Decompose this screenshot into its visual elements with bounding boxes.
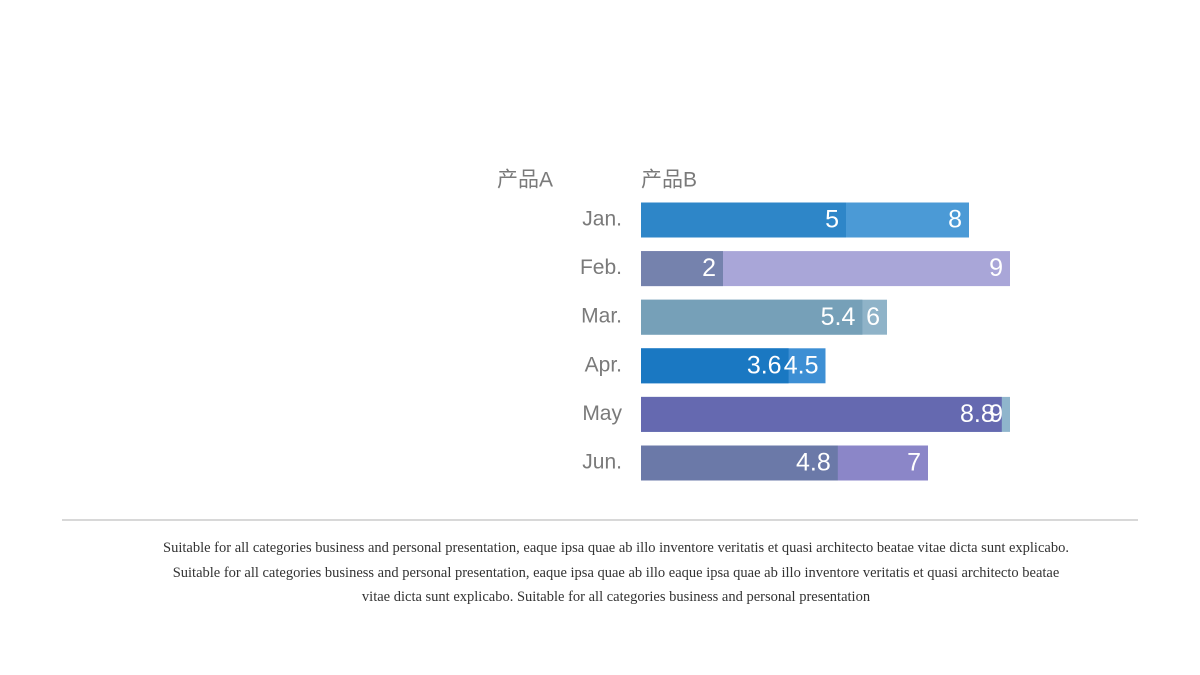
bar — [641, 348, 789, 384]
bar — [641, 445, 838, 481]
value-label: 3.6 — [747, 351, 782, 379]
value-label: 9 — [989, 254, 1003, 282]
caption-line: Suitable for all categories business and… — [172, 564, 1060, 581]
value-label: 6 — [866, 303, 880, 331]
bar — [641, 299, 863, 335]
bar — [641, 396, 1002, 432]
value-label: 4.5 — [784, 351, 819, 379]
category-label: May — [582, 402, 622, 425]
value-label: 5 — [825, 206, 839, 234]
value-label: 2 — [702, 254, 716, 282]
value-label: 8 — [948, 206, 962, 234]
value-label: 7 — [907, 449, 921, 477]
category-label: Mar. — [581, 305, 622, 328]
value-label: 9 — [989, 400, 1003, 428]
value-label: 4.8 — [796, 449, 831, 477]
caption-line: vitae dicta sunt explicabo. Suitable for… — [361, 589, 871, 605]
category-label: Jan. — [582, 208, 622, 231]
category-label: Jun. — [582, 451, 622, 474]
category-label: Apr. — [585, 353, 622, 376]
category-label: Feb. — [580, 256, 622, 279]
value-label: 8.8 — [960, 400, 995, 428]
value-label: 5.4 — [821, 303, 856, 331]
legend-label: 产品A — [497, 169, 553, 192]
caption: Suitable for all categories business and… — [100, 536, 1132, 610]
bar — [641, 202, 846, 238]
legend-label: 产品B — [641, 169, 697, 192]
bar — [641, 251, 723, 287]
caption-line: Suitable for all categories business and… — [163, 540, 1069, 556]
